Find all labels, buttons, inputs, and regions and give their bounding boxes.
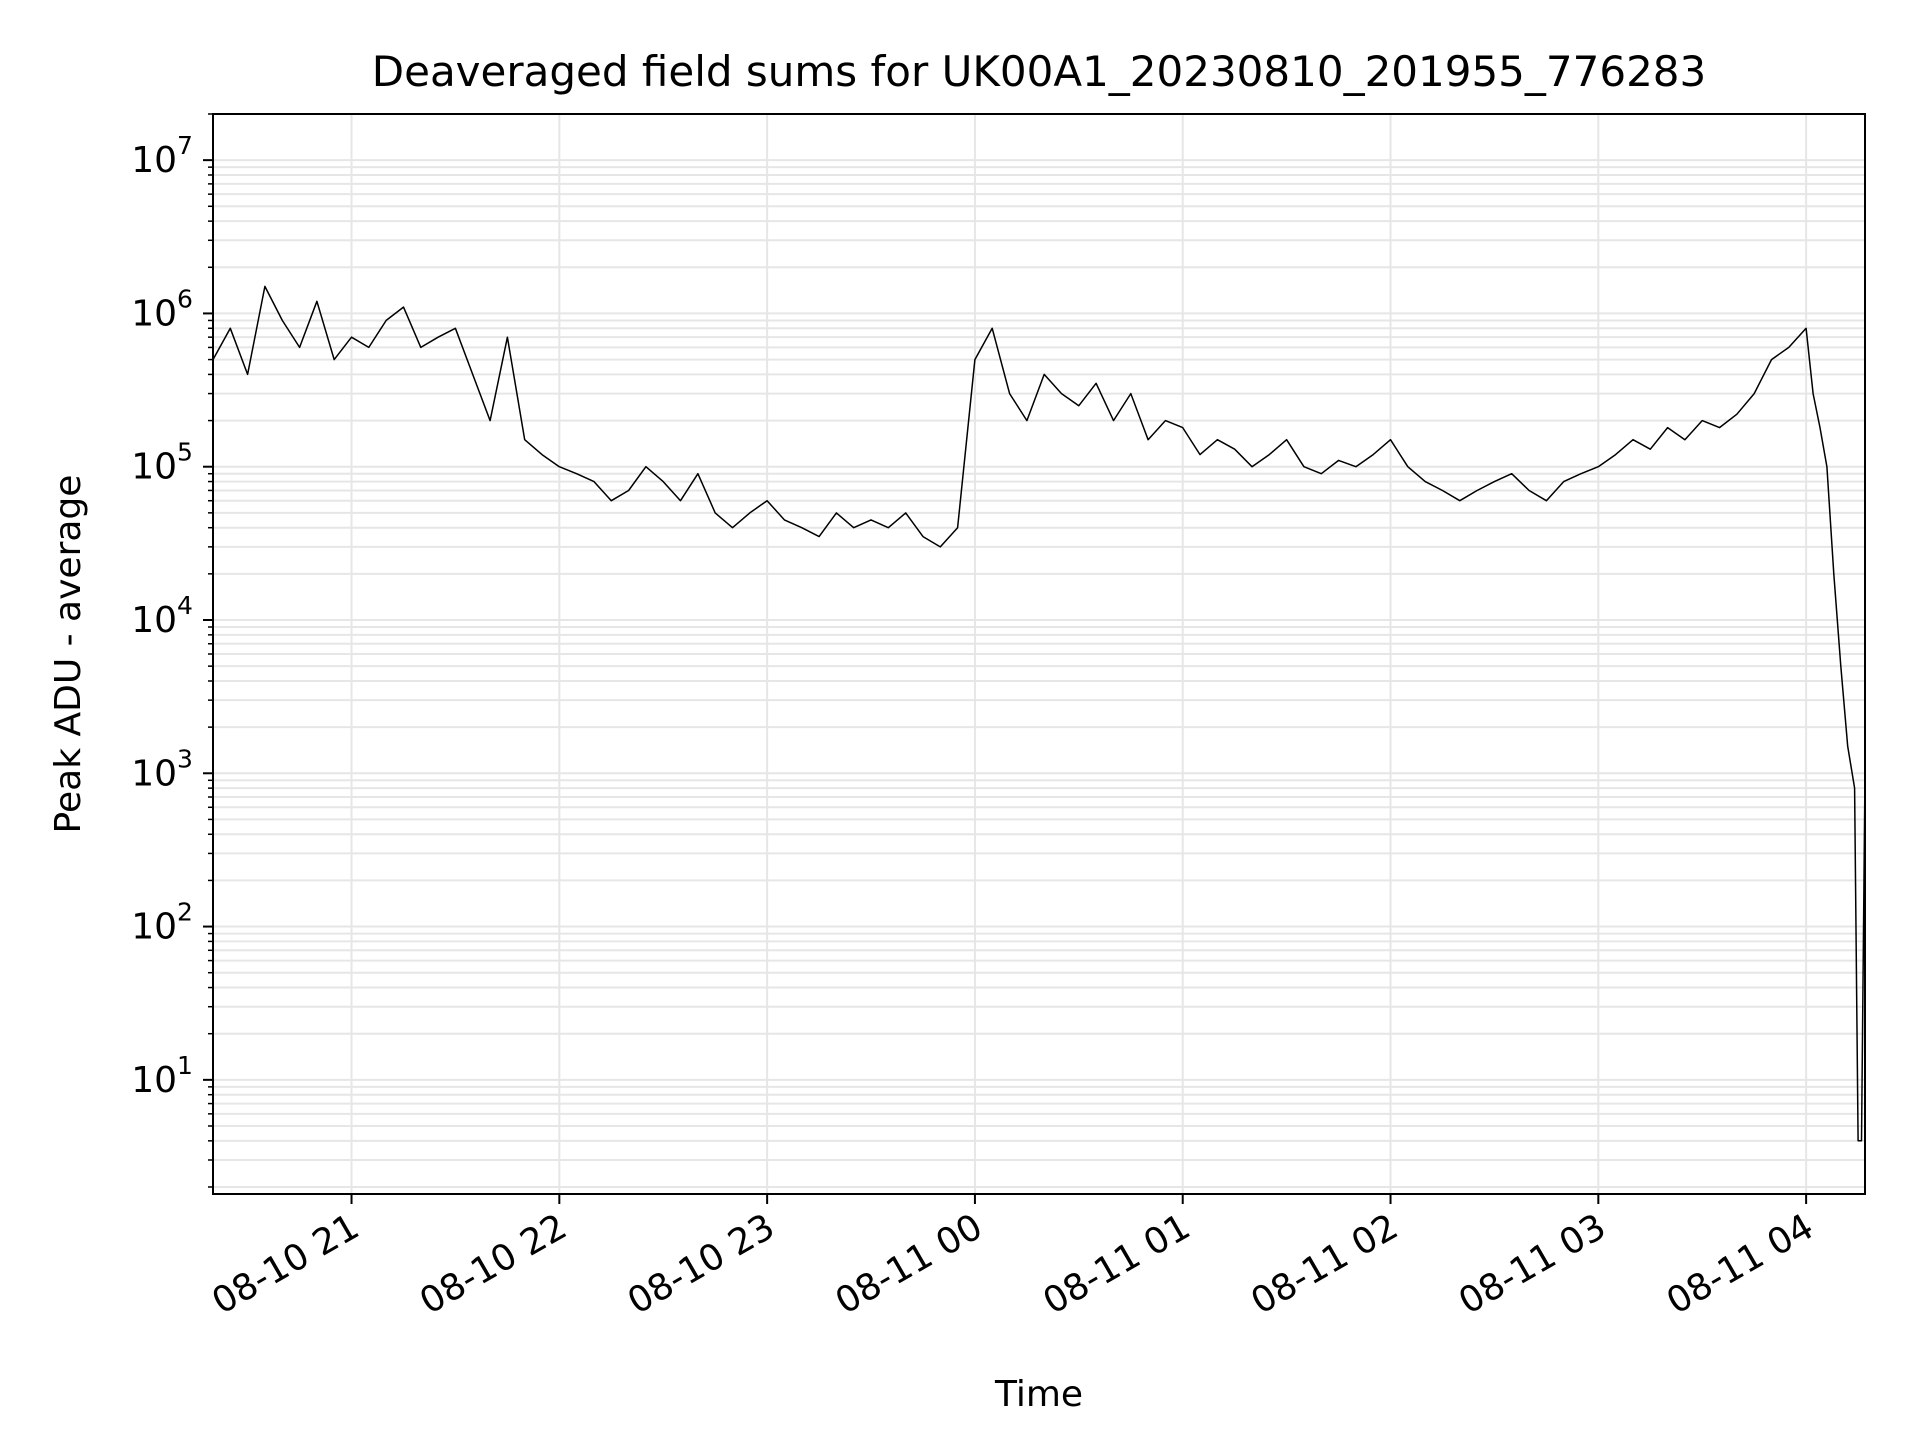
data-series-line bbox=[212, 285, 1866, 1142]
y-tick-label: 10 bbox=[131, 753, 177, 794]
x-axis-label: Time bbox=[994, 1374, 1083, 1415]
y-tick-label: 10 bbox=[131, 907, 177, 948]
grid bbox=[213, 113, 1865, 1194]
y-tick-label: 10 bbox=[131, 293, 177, 334]
y-tick-exponent: 4 bbox=[177, 591, 193, 620]
y-tick-exponent: 5 bbox=[177, 438, 193, 467]
y-tick-exponent: 1 bbox=[177, 1051, 193, 1080]
y-tick-exponent: 7 bbox=[177, 131, 193, 160]
y-tick-exponent: 2 bbox=[177, 898, 193, 927]
chart-title: Deaveraged field sums for UK00A1_2023081… bbox=[372, 47, 1706, 96]
y-tick-label: 10 bbox=[131, 600, 177, 641]
y-tick-label: 10 bbox=[131, 140, 177, 181]
y-tick-exponent: 3 bbox=[177, 744, 193, 773]
y-tick-label: 10 bbox=[131, 447, 177, 488]
plot-area bbox=[212, 285, 1866, 1142]
y-axis-label: Peak ADU - average bbox=[48, 475, 89, 834]
y-tick-exponent: 6 bbox=[177, 284, 193, 313]
y-tick-label: 10 bbox=[131, 1060, 177, 1101]
